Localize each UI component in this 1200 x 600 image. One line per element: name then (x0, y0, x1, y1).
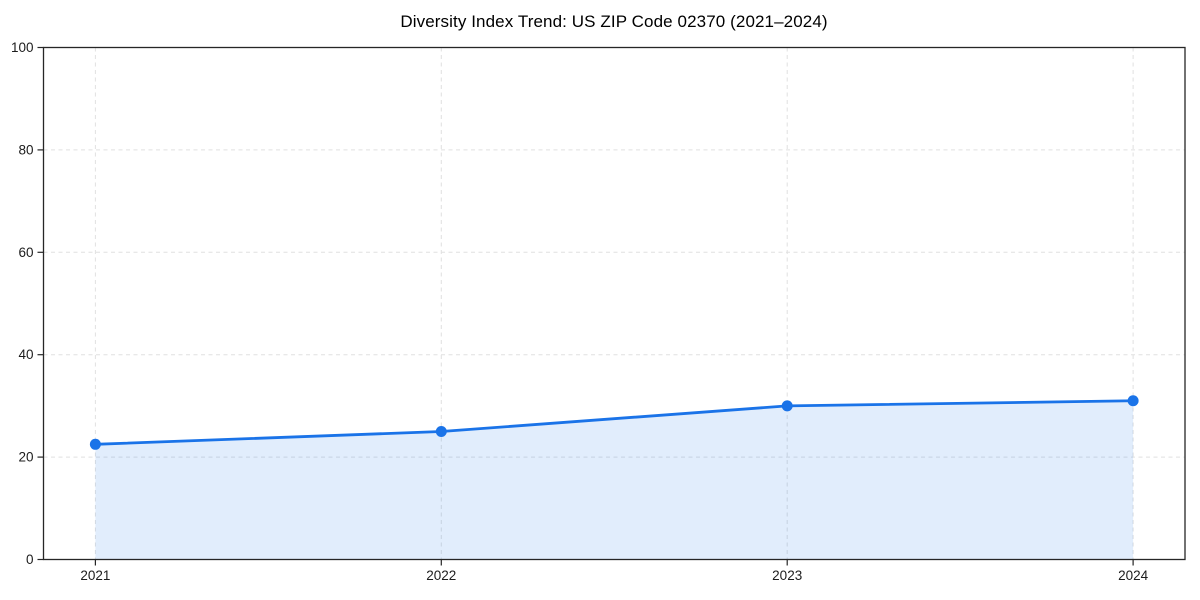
data-point-2024 (1127, 395, 1139, 407)
area-fill (95, 400, 1134, 560)
y-tick-label-80: 80 (18, 142, 33, 157)
chart-title: Diversity Index Trend: US ZIP Code 02370… (400, 12, 828, 31)
y-tick-label-40: 40 (18, 347, 33, 362)
x-tick-label-2024: 2024 (1118, 568, 1149, 583)
data-point-2022 (435, 426, 447, 437)
y-tick-label-60: 60 (18, 245, 33, 260)
x-tick-label-2021: 2021 (80, 568, 110, 583)
x-tick-label-2022: 2022 (426, 568, 456, 583)
trend-line (93, 399, 1135, 446)
data-point-2021 (89, 438, 101, 450)
data-point-2023 (781, 400, 793, 412)
y-tick-label-100: 100 (11, 40, 34, 55)
x-tick-label-2023: 2023 (772, 568, 802, 583)
y-tick-label-0: 0 (26, 552, 34, 567)
plot-frame (42, 46, 1186, 561)
y-tick-label-20: 20 (18, 450, 33, 465)
